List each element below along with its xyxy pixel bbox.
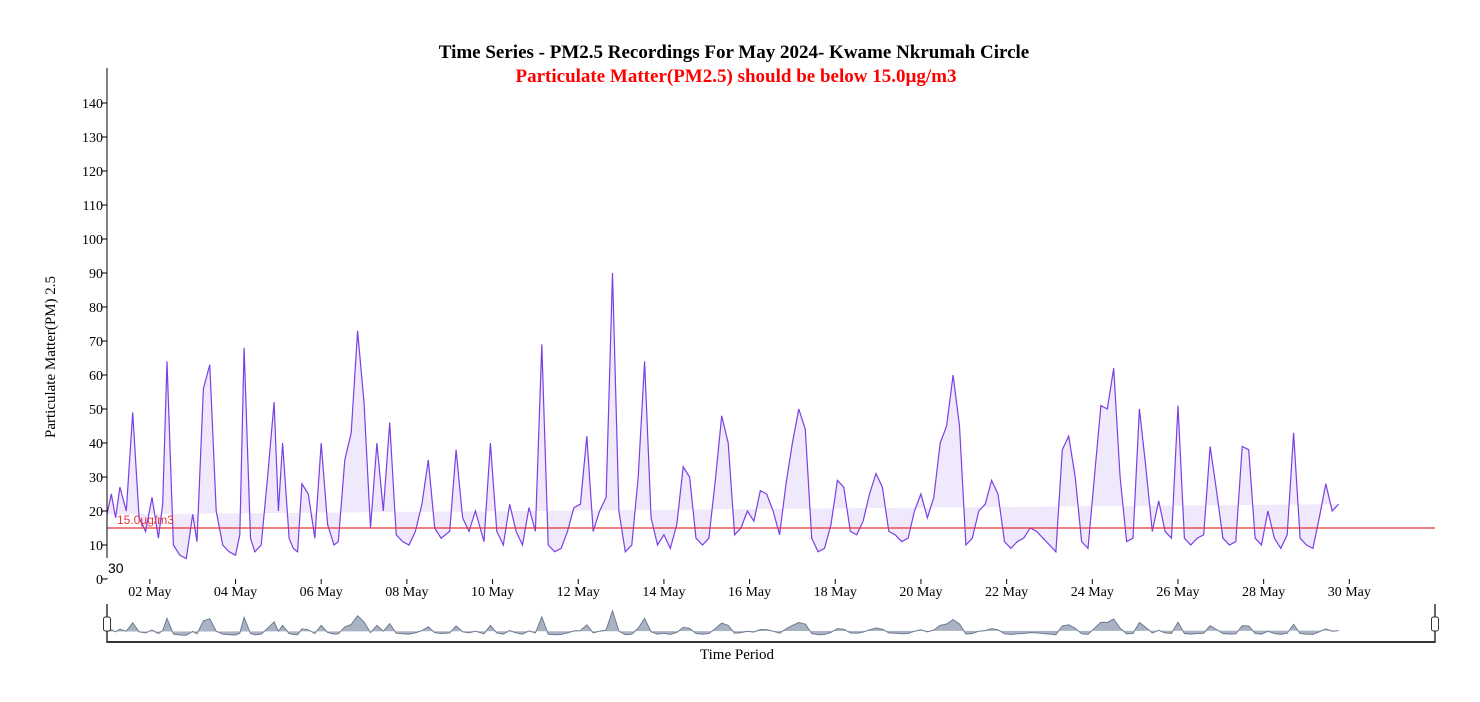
- x-tick-label: 16 May: [728, 585, 771, 600]
- x-tick-label: 14 May: [642, 585, 685, 600]
- brush-overview-area: [106, 609, 1339, 636]
- x-tick-label: 06 May: [300, 585, 343, 600]
- plot-area[interactable]: 15.0µg/m3: [106, 272, 1435, 560]
- x-tick-label: 02 May: [128, 585, 171, 600]
- hover-value-box: 30: [105, 558, 133, 578]
- x-axis-ticks: 02 May 04 May 06 May 08 May 10 May 12 May 14 M…: [128, 579, 1371, 600]
- y-tick-label: 90: [89, 267, 103, 282]
- y-tick-label: 80: [89, 301, 103, 316]
- y-tick-label: 110: [83, 199, 103, 214]
- y-tick-label: 60: [89, 369, 103, 384]
- reference-line-label: 15.0µg/m3: [117, 513, 174, 527]
- chart-subtitle: Particulate Matter(PM2.5) should be belo…: [515, 66, 956, 87]
- y-tick-label: 30: [89, 471, 103, 486]
- y-tick-label: 130: [82, 131, 103, 146]
- y-tick-label: 20: [89, 505, 103, 520]
- x-tick-label: 04 May: [214, 585, 257, 600]
- x-tick-label: 30 May: [1328, 585, 1371, 600]
- brush-left-handle[interactable]: [103, 604, 111, 643]
- x-axis-label: Time Period: [700, 647, 775, 663]
- y-tick-label: 70: [89, 335, 103, 350]
- y-tick-label: 10: [89, 539, 103, 554]
- y-axis-ticks: 0 10 20 30 40 50 60 70 80 90 100 110 120 130 140: [82, 97, 107, 588]
- pm25-series-line: [106, 272, 1340, 560]
- y-tick-label: 140: [82, 97, 103, 112]
- brush-handle-grip[interactable]: [103, 616, 111, 632]
- x-tick-label: 12 May: [557, 585, 600, 600]
- brush-handle-grip[interactable]: [1431, 616, 1439, 632]
- y-tick-label: 50: [89, 403, 103, 418]
- y-tick-label: 100: [82, 233, 103, 248]
- hover-value-text: 30: [108, 560, 124, 576]
- x-tick-label: 08 May: [385, 585, 428, 600]
- x-tick-label: 10 May: [471, 585, 514, 600]
- x-tick-label: 22 May: [985, 585, 1028, 600]
- y-tick-label: 40: [89, 437, 103, 452]
- range-brush[interactable]: [103, 604, 1439, 643]
- y-axis-label: Particulate Matter(PM) 2.5: [43, 276, 59, 438]
- brush-right-handle[interactable]: [1431, 604, 1439, 643]
- x-tick-label: 24 May: [1071, 585, 1114, 600]
- x-tick-label: 20 May: [899, 585, 942, 600]
- chart-title: Time Series - PM2.5 Recordings For May 2…: [439, 42, 1029, 63]
- x-tick-label: 18 May: [814, 585, 857, 600]
- y-tick-label: 120: [82, 165, 103, 180]
- pm25-area-fill: [107, 273, 1339, 559]
- y-tick-label: 0: [96, 573, 103, 588]
- x-tick-label: 28 May: [1242, 585, 1285, 600]
- x-tick-label: 26 May: [1156, 585, 1199, 600]
